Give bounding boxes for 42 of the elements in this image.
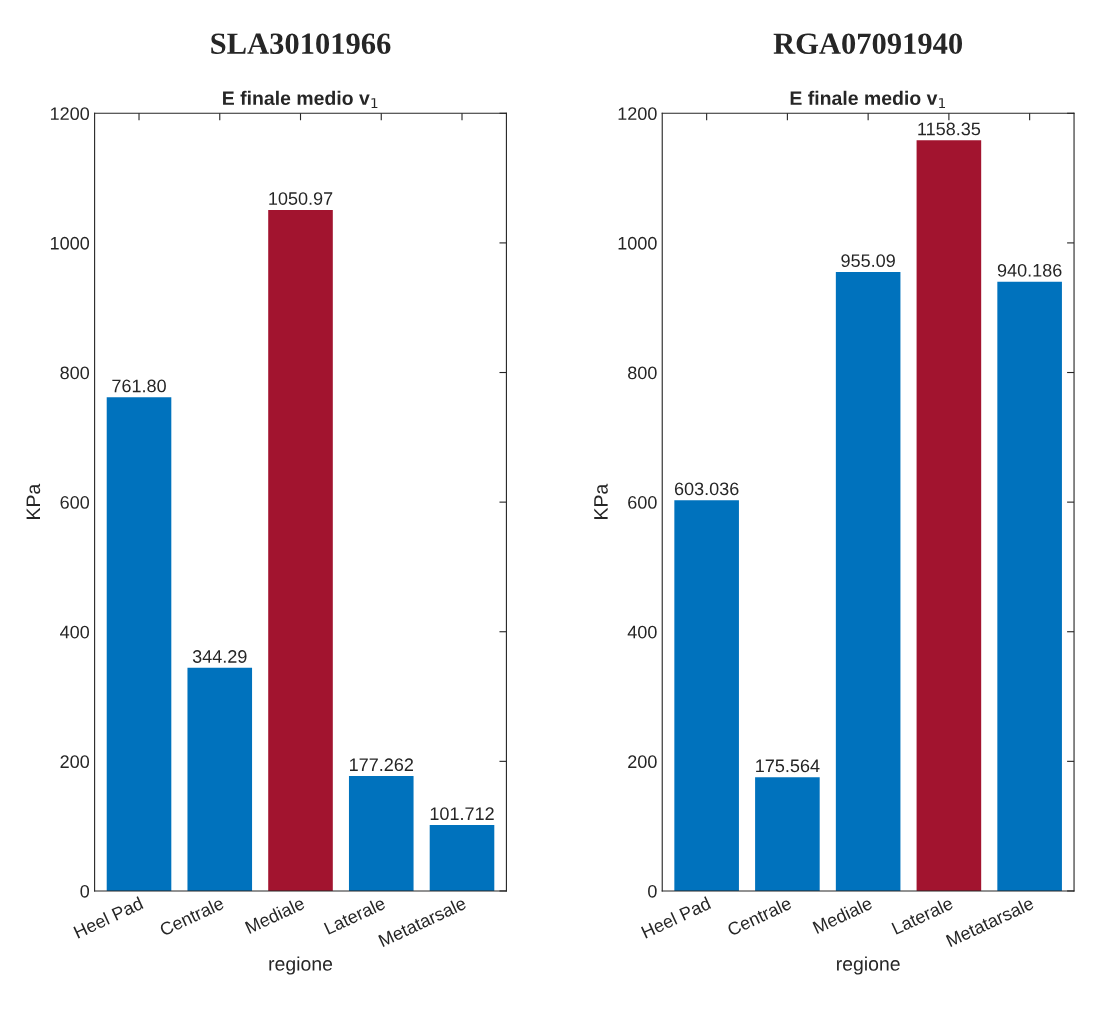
- data-label: 1158.35: [918, 122, 981, 136]
- y-tick-label: 400: [627, 625, 657, 639]
- y-tick-label: 400: [60, 625, 90, 639]
- bar: [106, 397, 172, 891]
- bar: [916, 140, 982, 891]
- y-tick-label: 600: [628, 496, 657, 509]
- chart-subtitle: E finale medio v$_{1}$: [223, 90, 378, 109]
- y-tick-label: 800: [628, 366, 657, 380]
- y-tick-label: 0: [648, 884, 657, 898]
- y-tick-label: 1200: [618, 107, 657, 121]
- y-tick-label: 200: [60, 755, 90, 769]
- data-label: 603.036: [674, 482, 739, 496]
- y-tick-label: 1000: [618, 236, 657, 250]
- chart-title: SLA30101966: [211, 33, 391, 54]
- data-label: 177.262: [350, 758, 413, 772]
- bar: [674, 500, 739, 891]
- y-tick-label: 200: [628, 755, 657, 769]
- data-label: 175.564: [756, 759, 820, 773]
- y-tick-label: 0: [80, 884, 90, 898]
- data-label: 1050.97: [269, 192, 333, 205]
- y-tick-label: 600: [60, 496, 90, 509]
- x-axis-title: regione: [269, 956, 333, 975]
- bar: [755, 777, 820, 891]
- bar: [268, 209, 333, 891]
- chart-title: RGA07091940: [773, 33, 963, 54]
- data-label: 761.80: [112, 379, 166, 393]
- data-label: 344.29: [192, 650, 247, 663]
- bar: [348, 776, 414, 891]
- chart-subtitle: E finale medio v$_{1}$: [790, 90, 946, 109]
- bar: [997, 281, 1062, 891]
- y-tick-label: 800: [60, 366, 90, 380]
- y-tick-label: 1200: [50, 107, 90, 121]
- bar: [429, 825, 495, 891]
- y-tick-label: 1000: [50, 236, 90, 250]
- x-axis-title: regione: [837, 956, 900, 975]
- y-axis-title: KPa: [26, 483, 41, 519]
- data-label: 940.186: [997, 263, 1062, 277]
- y-axis-title: KPa: [594, 483, 608, 519]
- data-label: 101.712: [430, 807, 494, 821]
- bar: [835, 272, 901, 891]
- bar: [187, 667, 253, 891]
- data-label: 955.09: [841, 254, 895, 268]
